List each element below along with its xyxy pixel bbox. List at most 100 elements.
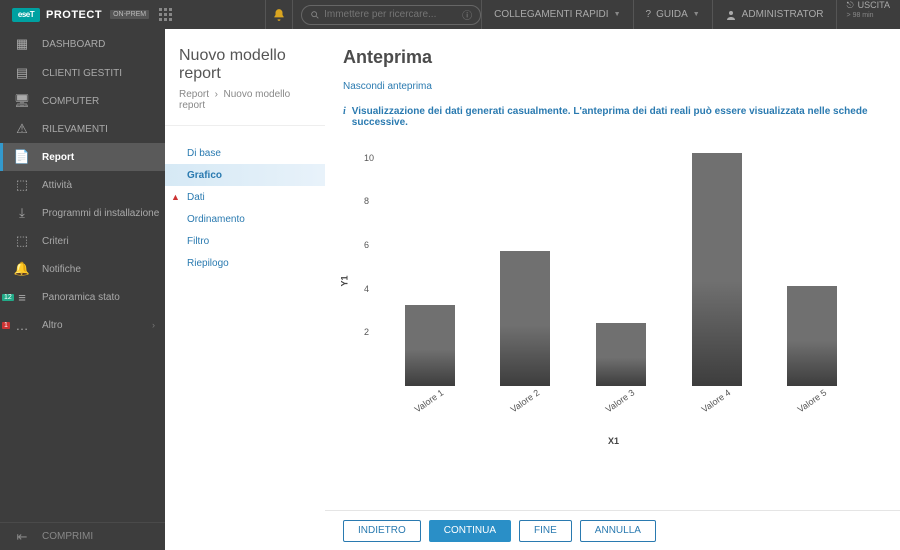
search-help-icon[interactable]: ⓘ [462, 7, 472, 22]
sidebar-item-attività[interactable]: ⬚Attività [0, 171, 165, 199]
sidebar-badge: 1 [2, 322, 10, 329]
finish-button[interactable]: FINE [519, 520, 572, 542]
wizard-step-ordinamento[interactable]: Ordinamento [165, 208, 325, 230]
notifications-bell-icon[interactable] [265, 0, 293, 29]
preview-heading: Anteprima [343, 47, 880, 68]
global-search[interactable]: ⓘ [301, 5, 481, 25]
wizard-step-label: Filtro [187, 236, 209, 247]
sidebar-icon: ▦ [14, 36, 30, 52]
sidebar-item-label: RILEVAMENTI [42, 124, 108, 135]
sidebar-item-report[interactable]: 📄 Report [0, 143, 165, 171]
logout-button[interactable]: ⎋USCITA > 98 min [836, 0, 900, 29]
wizard-step-filtro[interactable]: Filtro [165, 230, 325, 252]
collapse-sidebar-button[interactable]: ⇤ COMPRIMI [0, 522, 165, 550]
search-icon [310, 10, 320, 20]
sidebar-icon: ▤ [14, 65, 30, 81]
main-content: Anteprima Nascondi anteprima i Visualizz… [325, 29, 900, 550]
help-menu[interactable]: ?GUIDA▼ [633, 0, 712, 29]
sidebar-item-label: Criteri [42, 236, 69, 247]
sidebar-item-label: Attività [42, 180, 72, 191]
quicklinks-menu[interactable]: COLLEGAMENTI RAPIDI▼ [481, 0, 632, 29]
chevron-down-icon: ▼ [614, 11, 621, 18]
sidebar-badge: 12 [2, 294, 14, 301]
chart-bar [405, 305, 455, 386]
eset-badge: eseT [12, 8, 40, 22]
wizard-step-dati[interactable]: ▲ Dati [165, 186, 325, 208]
sidebar-item-panoramica-stato[interactable]: 12≡ Panoramica stato [0, 283, 165, 311]
sidebar-icon: ⚠ [14, 121, 30, 137]
page-title: Nuovo modello report [165, 29, 325, 85]
x-tick-label: Valore 3 [597, 383, 644, 420]
wizard-step-label: Dati [187, 192, 205, 203]
wizard-step-di-base[interactable]: Di base [165, 142, 325, 164]
breadcrumb: Report › Nuovo modello report [165, 85, 325, 126]
x-tick-label: Valore 1 [406, 383, 453, 420]
brand-text: PROTECT [46, 9, 102, 21]
chart-plot: 246810 [381, 146, 860, 386]
sidebar-item-clienti-gestiti[interactable]: ▤ CLIENTI GESTITI [0, 59, 165, 87]
sidebar-item-criteri[interactable]: ⬚ Criteri [0, 227, 165, 255]
sidebar-item-rilevamenti[interactable]: ⚠ RILEVAMENTI [0, 115, 165, 143]
exit-icon: ⎋ [847, 0, 854, 10]
chart-bar [500, 251, 550, 386]
cancel-button[interactable]: ANNULLA [580, 520, 656, 542]
top-header: eseT PROTECT ON-PREM ⓘ COLLEGAMENTI RAPI… [0, 0, 900, 29]
sidebar-item-notifiche[interactable]: 🔔 Notifiche [0, 255, 165, 283]
x-tick-label: Valore 5 [789, 383, 836, 420]
continue-button[interactable]: CONTINUA [429, 520, 511, 542]
sidebar-icon: ⤓ [14, 205, 30, 221]
user-icon [725, 9, 737, 21]
apps-grid-icon[interactable] [159, 8, 173, 22]
help-icon: ? [646, 9, 652, 20]
sidebar-item-label: Notifiche [42, 264, 81, 275]
sidebar-icon: 🔔 [14, 261, 30, 277]
y-tick: 8 [364, 196, 369, 206]
breadcrumb-root[interactable]: Report [179, 89, 209, 100]
sidebar-icon: ⬚ [14, 233, 30, 249]
wizard-step-label: Ordinamento [187, 214, 245, 225]
sidebar-item-label: Programmi di installazione [42, 208, 159, 219]
y-tick: 2 [364, 327, 369, 337]
x-axis-title: X1 [347, 436, 880, 446]
sidebar-item-label: Report [42, 152, 74, 163]
x-tick-label: Valore 4 [693, 383, 740, 420]
x-tick-label: Valore 2 [501, 383, 548, 420]
wizard-step-label: Di base [187, 148, 221, 159]
sidebar-item-label: DASHBOARD [42, 39, 105, 50]
sidebar-icon: 🖥 [14, 93, 30, 109]
sidebar-icon: … [14, 317, 30, 333]
sidebar-item-label: Panoramica stato [42, 292, 120, 303]
hide-preview-link[interactable]: Nascondi anteprima [343, 81, 432, 92]
wizard-step-riepilogo[interactable]: Riepilogo [165, 252, 325, 274]
y-tick: 4 [364, 284, 369, 294]
brand-logo: eseT PROTECT ON-PREM [0, 0, 149, 29]
sidebar-item-dashboard[interactable]: ▦ DASHBOARD [0, 29, 165, 59]
chart-area: Y1 246810 Valore 1Valore 2Valore 3Valore… [347, 136, 880, 476]
chevron-down-icon: ▼ [693, 11, 700, 18]
main-sidebar: ▦ DASHBOARD ▤ CLIENTI GESTITI 🖥 COMPUTER ⚠ RILE… [0, 29, 165, 550]
y-tick: 6 [364, 240, 369, 250]
sidebar-item-label: CLIENTI GESTITI [42, 68, 122, 79]
sidebar-item-programmi-di-installazione[interactable]: ⤓ Programmi di installazione [0, 199, 165, 227]
search-input[interactable] [324, 9, 462, 20]
sidebar-item-altro[interactable]: 1 … Altro › [0, 311, 165, 339]
chevron-right-icon: › [152, 320, 155, 330]
sidebar-item-label: Altro [42, 320, 63, 331]
user-menu[interactable]: ADMINISTRATOR [712, 0, 836, 29]
sidebar-icon: 📄 [14, 149, 30, 165]
info-icon: i [343, 106, 346, 128]
y-tick: 10 [364, 153, 374, 163]
wizard-step-grafico[interactable]: Grafico [165, 164, 325, 186]
sidebar-item-label: COMPUTER [42, 96, 99, 107]
info-banner: i Visualizzazione dei dati generati casu… [343, 106, 880, 128]
collapse-icon: ⇤ [14, 529, 30, 545]
chart-bar [596, 323, 646, 386]
wizard-footer: INDIETRO CONTINUA FINE ANNULLA [325, 510, 900, 550]
back-button[interactable]: INDIETRO [343, 520, 421, 542]
sidebar-item-computer[interactable]: 🖥 COMPUTER [0, 87, 165, 115]
y-axis-label: Y1 [340, 275, 350, 286]
warning-icon: ▲ [171, 192, 180, 202]
chart-bar [787, 286, 837, 386]
sidebar-icon: ≡ [14, 289, 30, 305]
x-axis-labels: Valore 1Valore 2Valore 3Valore 4Valore 5 [381, 396, 860, 406]
